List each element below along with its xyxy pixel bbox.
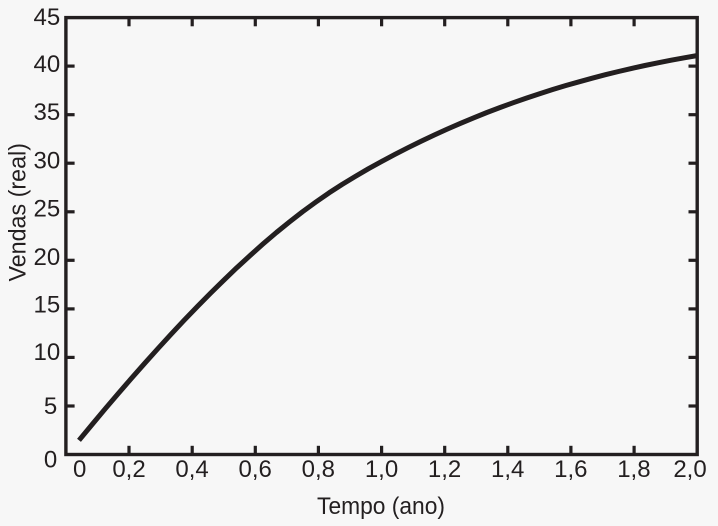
svg-text:25: 25: [34, 196, 61, 223]
svg-text:Tempo (ano): Tempo (ano): [317, 492, 445, 519]
svg-text:45: 45: [34, 4, 61, 31]
svg-text:1,6: 1,6: [554, 456, 587, 483]
svg-text:0,4: 0,4: [175, 456, 208, 483]
svg-text:1,2: 1,2: [428, 456, 461, 483]
svg-text:40: 40: [34, 51, 61, 78]
svg-text:5: 5: [44, 393, 57, 420]
svg-text:0: 0: [44, 447, 57, 474]
svg-text:15: 15: [34, 292, 61, 319]
svg-text:1,4: 1,4: [491, 456, 524, 483]
svg-text:20: 20: [34, 244, 61, 271]
svg-text:0,6: 0,6: [239, 456, 272, 483]
svg-text:1,0: 1,0: [365, 456, 398, 483]
svg-text:Vendas (real): Vendas (real): [5, 143, 31, 282]
svg-text:1,8: 1,8: [617, 456, 650, 483]
svg-text:0: 0: [73, 456, 86, 483]
svg-text:0,2: 0,2: [112, 456, 145, 483]
svg-text:10: 10: [34, 339, 61, 366]
svg-text:35: 35: [34, 99, 61, 126]
svg-text:2,0: 2,0: [673, 456, 706, 483]
svg-text:0,8: 0,8: [302, 456, 335, 483]
svg-text:30: 30: [34, 147, 61, 174]
